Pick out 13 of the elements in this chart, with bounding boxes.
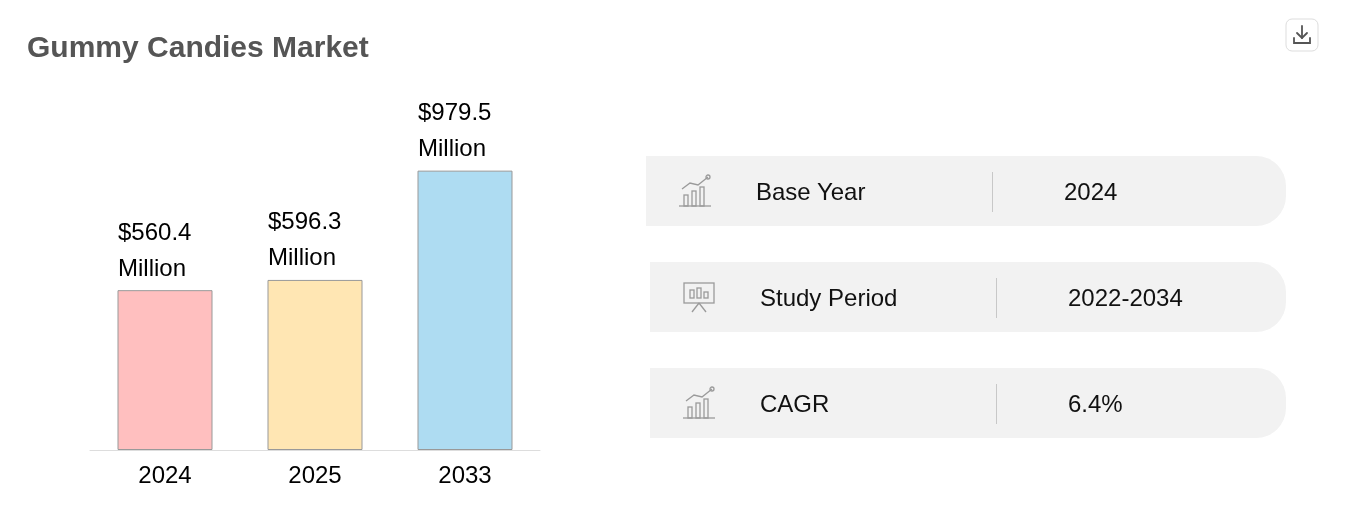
category-label: Base Year (756, 178, 866, 206)
category-label: Study Period (760, 284, 898, 312)
x-tick-label: 2025 (288, 460, 342, 488)
chart-title: Gummy Candies Market (27, 30, 369, 64)
text: 2022-2034 (1068, 284, 1183, 311)
text: 2024 (1064, 178, 1118, 205)
x-tick-label: 2033 (438, 460, 492, 488)
text: 6.4% (1068, 390, 1123, 417)
data-label: $560.4 Million (118, 217, 192, 281)
data-label: $596.3 Million (268, 207, 342, 271)
category-label: CAGR (760, 390, 830, 418)
x-tick-label: 2024 (138, 460, 192, 488)
data-label: $979.5 Million (418, 98, 492, 162)
